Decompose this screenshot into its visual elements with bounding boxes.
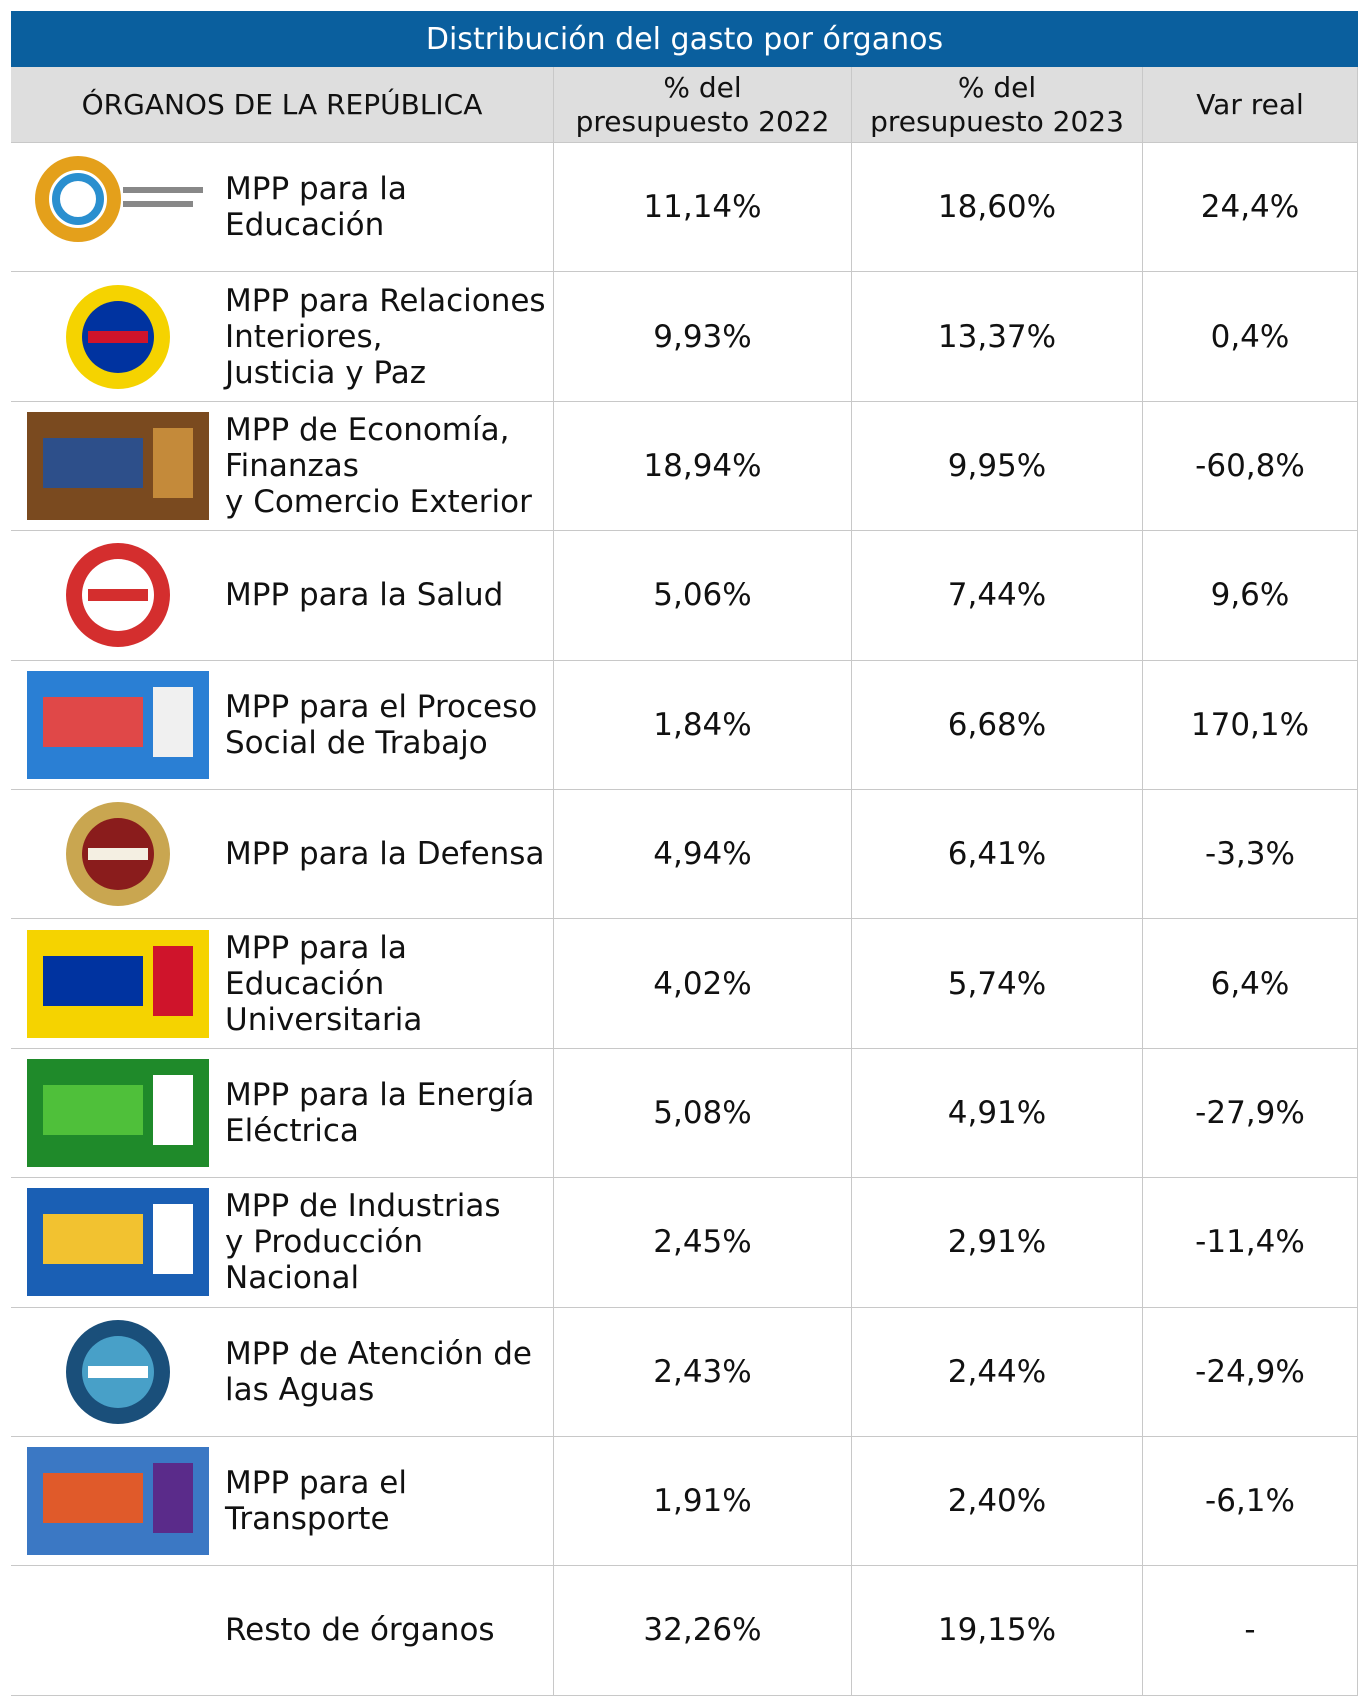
logo: [23, 279, 213, 395]
table-row: MPP para Relaciones Interiores, Justicia…: [11, 272, 1358, 401]
table-row: Resto de órganos 32,26%19,15%-: [11, 1566, 1358, 1695]
value-cell: 6,4%: [1143, 919, 1358, 1047]
organ-cell: MPP de Atención de las Aguas: [11, 1308, 554, 1436]
logo: [23, 926, 213, 1042]
organ-cell: MPP para la Defensa: [11, 790, 554, 918]
logo: [23, 1443, 213, 1559]
value-cell: 18,60%: [852, 143, 1143, 271]
organ-name: MPP para la Salud: [225, 577, 503, 613]
logo: [23, 1314, 213, 1430]
logo: [23, 408, 213, 524]
logo: [23, 537, 213, 653]
table-row: MPP de Industrias y Producción Nacional 2…: [11, 1178, 1358, 1307]
value-cell: 0,4%: [1143, 272, 1358, 400]
organ-name: MPP de Industrias y Producción Nacional: [225, 1188, 501, 1296]
organ-name: MPP para la Defensa: [225, 836, 544, 872]
organ-cell: MPP para el Proceso Social de Trabajo: [11, 661, 554, 789]
value-cell: -60,8%: [1143, 402, 1358, 530]
value-cell: 5,08%: [554, 1049, 852, 1177]
value-cell: 2,40%: [852, 1437, 1143, 1565]
column-header: % del presupuesto 2022: [554, 67, 852, 142]
organ-name: MPP para la Energía Eléctrica: [225, 1077, 535, 1149]
value-cell: 6,68%: [852, 661, 1143, 789]
value-cell: 19,15%: [852, 1566, 1143, 1694]
value-cell: -11,4%: [1143, 1178, 1358, 1306]
table-row: MPP para la Energía Eléctrica 5,08%4,91%-…: [11, 1049, 1358, 1178]
logo: [23, 1184, 213, 1300]
logo: [23, 149, 213, 265]
value-cell: 6,41%: [852, 790, 1143, 918]
table-title: Distribución del gasto por órganos: [11, 11, 1358, 67]
value-cell: 24,4%: [1143, 143, 1358, 271]
column-header: % del presupuesto 2023: [852, 67, 1143, 142]
value-cell: 1,84%: [554, 661, 852, 789]
organ-cell: MPP para el Transporte: [11, 1437, 554, 1565]
value-cell: 9,6%: [1143, 531, 1358, 659]
logo: [23, 796, 213, 912]
value-cell: 2,91%: [852, 1178, 1143, 1306]
organ-name: MPP para el Transporte: [225, 1465, 407, 1537]
value-cell: 5,74%: [852, 919, 1143, 1047]
value-cell: 7,44%: [852, 531, 1143, 659]
logo: [23, 667, 213, 783]
value-cell: 18,94%: [554, 402, 852, 530]
value-cell: 9,95%: [852, 402, 1143, 530]
organ-cell: MPP para la Energía Eléctrica: [11, 1049, 554, 1177]
organ-cell: Resto de órganos: [11, 1566, 554, 1694]
value-cell: 170,1%: [1143, 661, 1358, 789]
organ-cell: MPP para la Salud: [11, 531, 554, 659]
organ-cell: MPP de Industrias y Producción Nacional: [11, 1178, 554, 1306]
value-cell: 13,37%: [852, 272, 1143, 400]
value-cell: 2,45%: [554, 1178, 852, 1306]
organ-cell: MPP para Relaciones Interiores, Justicia…: [11, 272, 554, 400]
organ-name: Resto de órganos: [225, 1612, 495, 1648]
value-cell: -3,3%: [1143, 790, 1358, 918]
column-header: ÓRGANOS DE LA REPÚBLICA: [11, 67, 554, 142]
logo: [23, 1572, 213, 1688]
logo: [23, 1055, 213, 1171]
value-cell: 2,44%: [852, 1308, 1143, 1436]
value-cell: 11,14%: [554, 143, 852, 271]
organ-cell: MPP para la Educación Universitaria: [11, 919, 554, 1047]
organ-name: MPP para el Proceso Social de Trabajo: [225, 689, 537, 761]
table: Distribución del gasto por órganos ÓRGAN…: [11, 11, 1358, 1690]
value-cell: 4,91%: [852, 1049, 1143, 1177]
organ-cell: MPP de Economía, Finanzas y Comercio Ext…: [11, 402, 554, 530]
organ-name: MPP para la Educación Universitaria: [225, 930, 553, 1038]
value-cell: -: [1143, 1566, 1358, 1694]
value-cell: 4,02%: [554, 919, 852, 1047]
organ-name: MPP para Relaciones Interiores, Justicia…: [225, 283, 546, 391]
organ-cell: MPP para la Educación: [11, 143, 554, 271]
value-cell: 2,43%: [554, 1308, 852, 1436]
organ-name: MPP de Economía, Finanzas y Comercio Ext…: [225, 412, 532, 520]
value-cell: -6,1%: [1143, 1437, 1358, 1565]
value-cell: -24,9%: [1143, 1308, 1358, 1436]
table-row: MPP para la Defensa 4,94%6,41%-3,3%: [11, 790, 1358, 919]
table-row: MPP para el Transporte 1,91%2,40%-6,1%: [11, 1437, 1358, 1566]
value-cell: 4,94%: [554, 790, 852, 918]
organ-name: MPP de Atención de las Aguas: [225, 1336, 532, 1408]
value-cell: 5,06%: [554, 531, 852, 659]
organ-name: MPP para la Educación: [225, 171, 553, 243]
value-cell: 9,93%: [554, 272, 852, 400]
table-row: MPP para la Salud 5,06%7,44%9,6%: [11, 531, 1358, 660]
table-row: MPP de Atención de las Aguas 2,43%2,44%-2…: [11, 1308, 1358, 1437]
table-row: MPP de Economía, Finanzas y Comercio Ext…: [11, 402, 1358, 531]
value-cell: 32,26%: [554, 1566, 852, 1694]
column-header: Var real: [1143, 67, 1358, 142]
value-cell: 1,91%: [554, 1437, 852, 1565]
header-row: ÓRGANOS DE LA REPÚBLICA% del presupuesto…: [11, 67, 1358, 143]
value-cell: -27,9%: [1143, 1049, 1358, 1177]
